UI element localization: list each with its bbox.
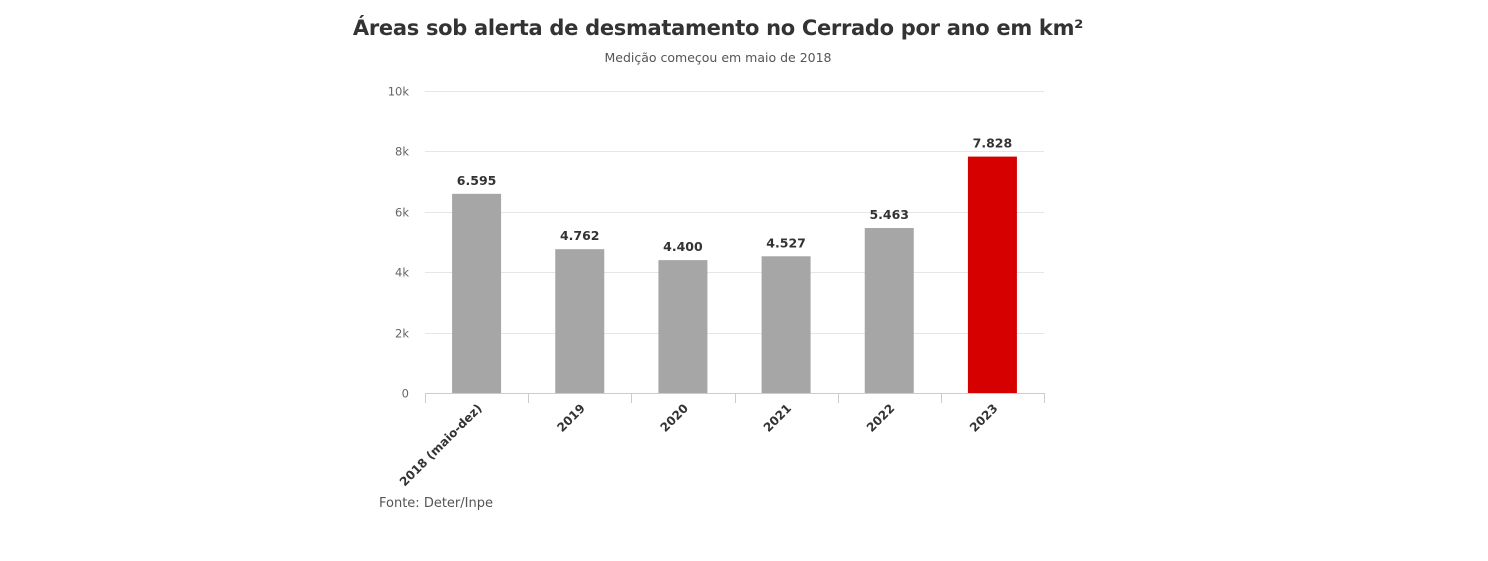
bar xyxy=(761,256,811,393)
y-tick-label: 4k xyxy=(395,266,409,280)
y-tick-label: 6k xyxy=(395,206,409,220)
bar xyxy=(452,193,502,393)
bar xyxy=(555,249,605,393)
x-category-label: 2018 (maio-dez) xyxy=(397,401,485,489)
x-axis-categories: 2018 (maio-dez) 2019 2020 2021 2022 2023 xyxy=(397,401,1001,489)
data-labels: 6.595 4.762 4.400 4.527 5.463 7.828 xyxy=(457,136,1012,255)
gridlines xyxy=(425,91,1044,334)
chart-source: Fonte: Deter/Inpe xyxy=(379,496,493,511)
y-tick-label: 10k xyxy=(388,85,410,99)
bar xyxy=(658,260,708,393)
data-label: 6.595 xyxy=(457,173,497,188)
data-label: 4.762 xyxy=(560,228,600,243)
x-category-label: 2020 xyxy=(658,401,692,435)
bar xyxy=(967,156,1017,393)
x-category-label: 2019 xyxy=(554,401,588,435)
bar xyxy=(864,228,914,393)
y-tick-label: 8k xyxy=(395,145,409,159)
data-label: 7.828 xyxy=(973,136,1013,151)
x-axis xyxy=(425,393,1045,403)
chart-title: Áreas sob alerta de desmatamento no Cerr… xyxy=(352,16,1084,40)
chart-subtitle: Medição começou em maio de 2018 xyxy=(604,50,832,65)
x-category-label: 2021 xyxy=(761,401,795,435)
y-tick-label: 2k xyxy=(395,327,409,341)
x-category-label: 2022 xyxy=(864,401,898,435)
y-axis-ticks: 0 2k 4k 6k 8k 10k xyxy=(388,85,410,401)
data-label: 4.527 xyxy=(766,235,806,250)
data-label: 5.463 xyxy=(869,207,909,222)
y-tick-label: 0 xyxy=(402,387,409,401)
data-label: 4.400 xyxy=(663,239,703,254)
x-category-label: 2023 xyxy=(967,401,1001,435)
bars xyxy=(452,156,1017,393)
